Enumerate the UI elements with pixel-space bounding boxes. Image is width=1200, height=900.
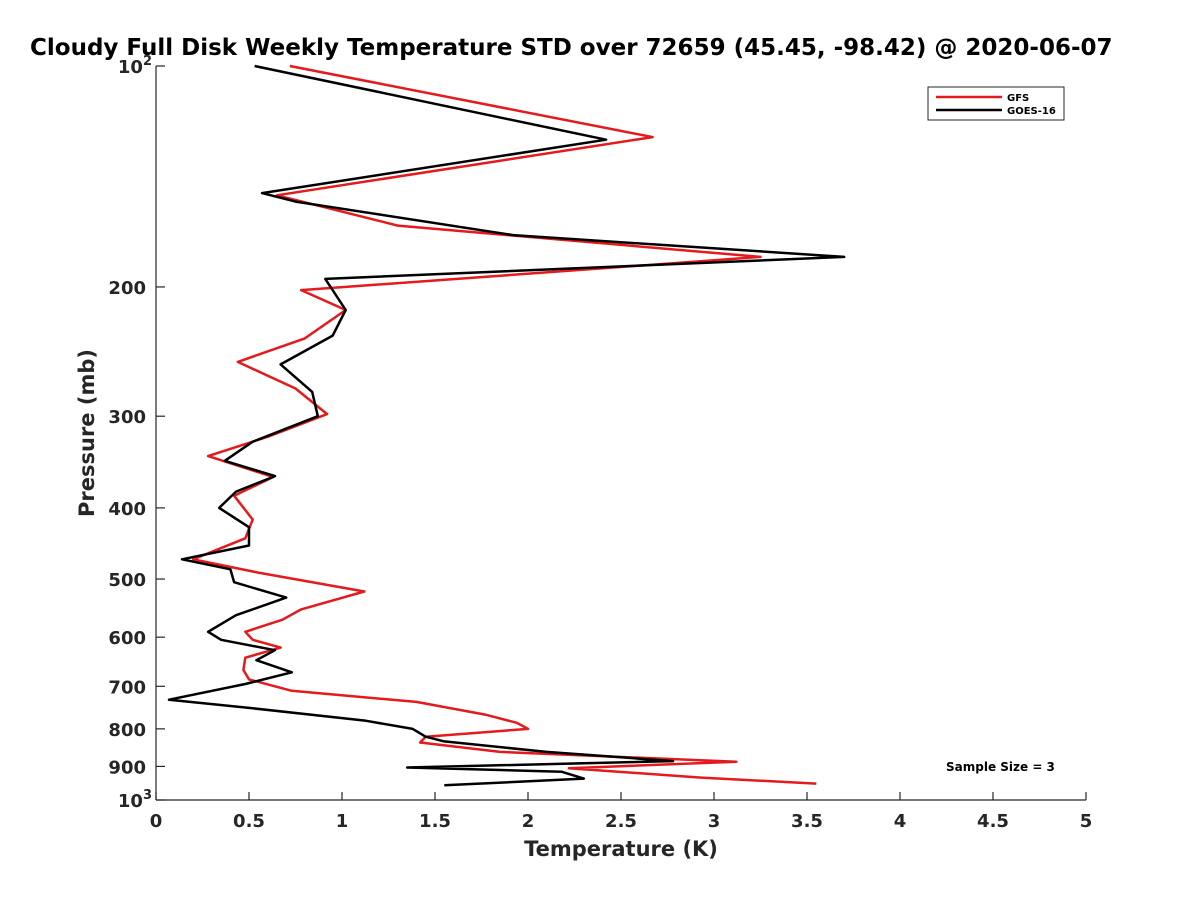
sample-size-annotation: Sample Size = 3 [946,760,1055,774]
y-tick-label: 400 [108,499,146,520]
x-tick-label: 0.5 [233,811,265,832]
y-tick-label: 300 [108,407,146,428]
x-tick-label: 4 [894,811,907,832]
y-axis-label: Pressure (mb) [75,349,99,517]
legend: GFS GOES-16 [927,86,1065,121]
x-tick-label: 0 [150,811,163,832]
series-line-goes16 [167,64,846,787]
y-tick-label: 103 [118,788,152,812]
x-tick-label: 2.5 [605,811,637,832]
x-axis-ticks: 0 0.5 1 1.5 2 2.5 3 3.5 4 4.5 5 [150,792,1093,832]
x-tick-label: 3 [708,811,721,832]
y-tick-label: 900 [108,757,146,778]
y-tick-label: 500 [108,570,146,591]
y-tick-label: 102 [118,54,152,78]
plot-area [155,64,1086,801]
legend-box [927,86,1065,121]
x-axis-label: Temperature (K) [524,837,718,861]
y-tick-label: 200 [108,278,146,299]
legend-label-goes16: GOES-16 [1007,106,1056,117]
x-tick-label: 5 [1080,811,1093,832]
legend-label-gfs: GFS [1007,93,1029,104]
y-axis-ticks: 102 200 300 400 500 600 700 800 900 103 [108,54,165,812]
series-line-gfs [191,64,817,785]
chart-title: Cloudy Full Disk Weekly Temperature STD … [30,35,1113,61]
x-tick-label: 1 [336,811,349,832]
y-tick-label: 700 [108,677,146,698]
y-tick-label: 800 [108,720,146,741]
series-group [167,64,846,787]
x-tick-label: 1.5 [419,811,451,832]
x-tick-label: 3.5 [791,811,823,832]
x-tick-label: 2 [522,811,535,832]
y-tick-label: 600 [108,628,146,649]
x-tick-label: 4.5 [977,811,1009,832]
